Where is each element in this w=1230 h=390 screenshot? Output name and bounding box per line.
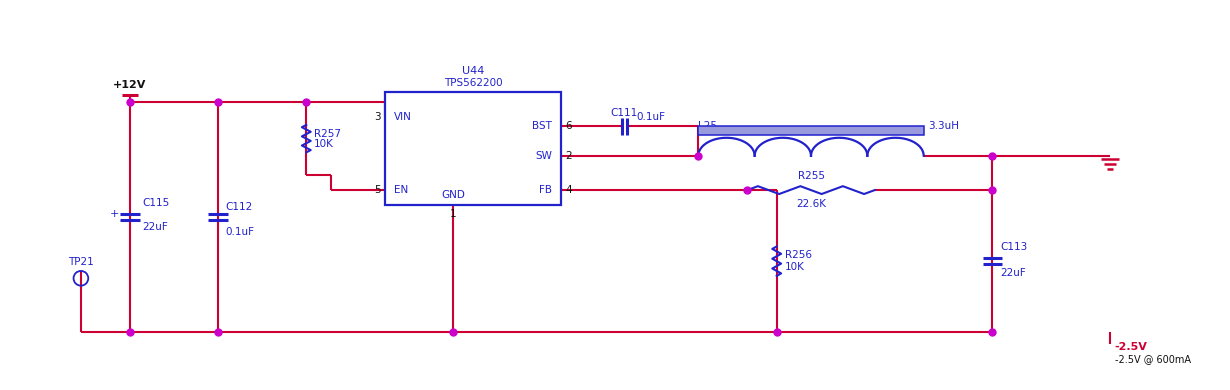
Text: 22.6K: 22.6K — [796, 199, 827, 209]
Text: R256: R256 — [785, 250, 812, 260]
Text: +: + — [109, 209, 119, 219]
Text: C115: C115 — [143, 198, 170, 208]
Text: 22uF: 22uF — [143, 222, 169, 232]
Text: C113: C113 — [1000, 242, 1027, 252]
Text: U44: U44 — [461, 66, 485, 76]
Text: 10K: 10K — [314, 138, 335, 149]
Text: C112: C112 — [225, 202, 252, 212]
Text: 4: 4 — [565, 185, 572, 195]
Text: L25: L25 — [699, 121, 717, 131]
Text: R257: R257 — [314, 129, 341, 139]
Text: C111: C111 — [610, 108, 637, 117]
Text: GND: GND — [442, 190, 465, 200]
Text: TP21: TP21 — [68, 257, 93, 266]
Text: 0.1uF: 0.1uF — [225, 227, 253, 237]
Text: 1: 1 — [450, 209, 456, 219]
Text: 0.1uF: 0.1uF — [637, 112, 665, 122]
Text: BST: BST — [533, 121, 552, 131]
Bar — [699, 126, 924, 135]
Text: 5: 5 — [374, 185, 381, 195]
Text: -2.5V @ 600mA: -2.5V @ 600mA — [1114, 354, 1191, 364]
Text: VIN: VIN — [394, 112, 411, 122]
Bar — [385, 92, 561, 205]
Text: 6: 6 — [565, 121, 572, 131]
Text: EN: EN — [394, 185, 408, 195]
Text: -2.5V: -2.5V — [1114, 342, 1148, 352]
Text: TPS562200: TPS562200 — [444, 78, 502, 88]
Text: 3: 3 — [374, 112, 381, 122]
Text: 10K: 10K — [785, 262, 804, 272]
Text: 2: 2 — [565, 151, 572, 161]
Text: 22uF: 22uF — [1000, 268, 1026, 278]
Text: +12V: +12V — [113, 80, 146, 90]
Text: 3.3uH: 3.3uH — [929, 121, 959, 131]
Text: FB: FB — [539, 185, 552, 195]
Text: R255: R255 — [797, 171, 824, 181]
Text: SW: SW — [535, 151, 552, 161]
